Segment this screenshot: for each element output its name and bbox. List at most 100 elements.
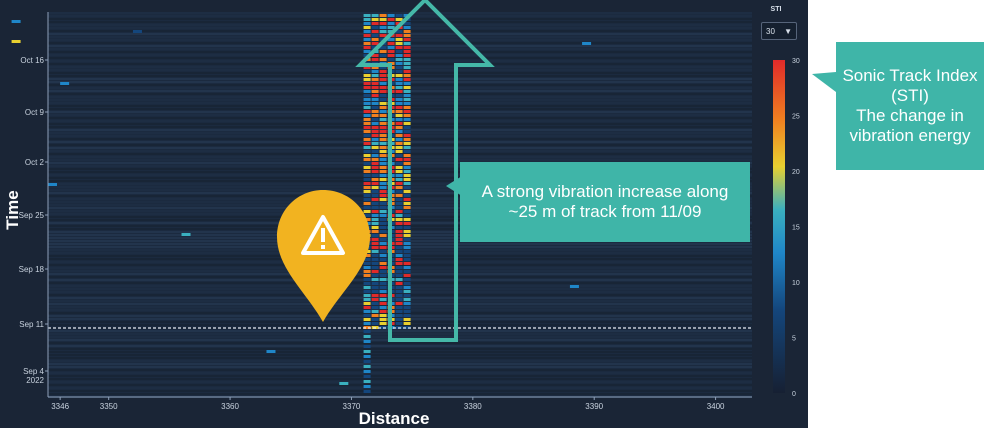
heatmap-cell <box>403 234 411 237</box>
heatmap-cell <box>371 186 379 189</box>
heatmap-cell <box>403 194 411 197</box>
heatmap-cell <box>371 214 379 217</box>
heatmap-cell <box>395 286 403 289</box>
heatmap-cell <box>371 282 379 285</box>
sti-callout-line: The change in <box>856 106 964 125</box>
heatmap-cell <box>371 14 379 17</box>
heatmap-cell <box>371 310 379 313</box>
heatmap-cell <box>403 326 411 329</box>
heatmap-cell <box>379 142 387 145</box>
time-row <box>48 360 752 362</box>
heatmap-cell <box>403 318 411 321</box>
heatmap-cell <box>379 166 387 169</box>
heatmap-cell <box>403 286 411 289</box>
time-row <box>48 336 752 338</box>
heatmap-cell <box>395 94 403 97</box>
sti-select-dropdown[interactable]: 30 ▼ <box>761 22 797 40</box>
sti-select-value: 30 <box>766 26 775 36</box>
heatmap-cell <box>363 46 371 49</box>
heatmap-cell <box>371 274 379 277</box>
heatmap-cell <box>371 174 379 177</box>
heatmap-cell <box>395 54 403 57</box>
heatmap-cell <box>403 98 411 101</box>
heatmap-cell <box>379 198 387 201</box>
heatmap-cell <box>379 298 387 301</box>
time-row <box>48 366 752 368</box>
y-tick-label: Sep 18 <box>19 265 45 274</box>
heatmap-cell <box>371 286 379 289</box>
heatmap-cell <box>379 302 387 305</box>
heatmap-cell <box>403 42 411 45</box>
heatmap-cell <box>379 34 387 37</box>
heatmap-cell <box>363 182 371 185</box>
heatmap-cell <box>379 246 387 249</box>
heatmap-cell <box>403 102 411 105</box>
heatmap-cell <box>363 194 371 197</box>
heatmap-cell <box>363 50 371 53</box>
heatmap-cell <box>379 286 387 289</box>
heatmap-cell <box>395 166 403 169</box>
heatmap-cell <box>379 74 387 77</box>
heatmap-cell <box>371 130 379 133</box>
sti-callout: Sonic Track Index (STI) The change in vi… <box>836 42 984 170</box>
heatmap-cell <box>363 282 371 285</box>
heatmap-cell <box>395 14 403 17</box>
sti-callout-line: vibration energy <box>849 126 971 145</box>
heatmap-cell <box>395 102 403 105</box>
heatmap-cell <box>395 302 403 305</box>
heatmap-cell <box>371 66 379 69</box>
heatmap-cell <box>363 306 371 309</box>
heatmap-cell <box>379 234 387 237</box>
heatmap-cell <box>395 182 403 185</box>
y-axis-label: Time <box>3 190 22 229</box>
heatmap-cell <box>387 18 395 21</box>
heatmap-cell <box>403 186 411 189</box>
heatmap-cell <box>395 306 403 309</box>
heatmap-cell <box>371 138 379 141</box>
heatmap-cell <box>395 134 403 137</box>
heatmap-cell <box>403 138 411 141</box>
x-axis-label: Distance <box>359 409 430 428</box>
heatmap-cell <box>363 18 371 21</box>
heatmap-cell <box>403 50 411 53</box>
heatmap-cell <box>403 206 411 209</box>
heatmap-cell <box>403 210 411 213</box>
heatmap-cell <box>379 202 387 205</box>
heatmap-cell <box>403 182 411 185</box>
heatmap-cell <box>395 250 403 253</box>
heatmap-cell <box>363 302 371 305</box>
heatmap-cell <box>379 174 387 177</box>
heatmap-cell <box>387 14 395 17</box>
heatmap-cell <box>395 254 403 257</box>
heatmap-cell <box>363 345 371 348</box>
heatmap-cell <box>371 118 379 121</box>
time-row <box>48 384 752 386</box>
x-tick-label: 3400 <box>707 402 725 411</box>
heatmap-cell <box>379 294 387 297</box>
heatmap-cell <box>371 262 379 265</box>
heatmap-cell <box>363 322 371 325</box>
heatmap-cell <box>395 170 403 173</box>
heatmap-cell <box>363 258 371 261</box>
heatmap-cell <box>363 218 371 221</box>
heatmap-cell <box>371 94 379 97</box>
heatmap-cell <box>363 78 371 81</box>
heatmap-cell <box>363 146 371 149</box>
heatmap-cell <box>395 118 403 121</box>
heatmap-cell <box>11 20 21 23</box>
vibration-callout-line: ~25 m of track from 11/09 <box>508 202 702 221</box>
heatmap-cell <box>403 298 411 301</box>
heatmap-cell <box>379 78 387 81</box>
heatmap-cell <box>403 322 411 325</box>
heatmap-cell <box>379 82 387 85</box>
warning-pin-shape <box>277 190 370 322</box>
heatmap-cell <box>395 154 403 157</box>
heatmap-cell <box>371 166 379 169</box>
heatmap-cell <box>363 310 371 313</box>
heatmap-cell <box>387 42 395 45</box>
heatmap-cell <box>371 226 379 229</box>
heatmap-cell <box>371 306 379 309</box>
heatmap-cell <box>363 150 371 153</box>
heatmap-cell <box>371 74 379 77</box>
heatmap-cell <box>395 174 403 177</box>
